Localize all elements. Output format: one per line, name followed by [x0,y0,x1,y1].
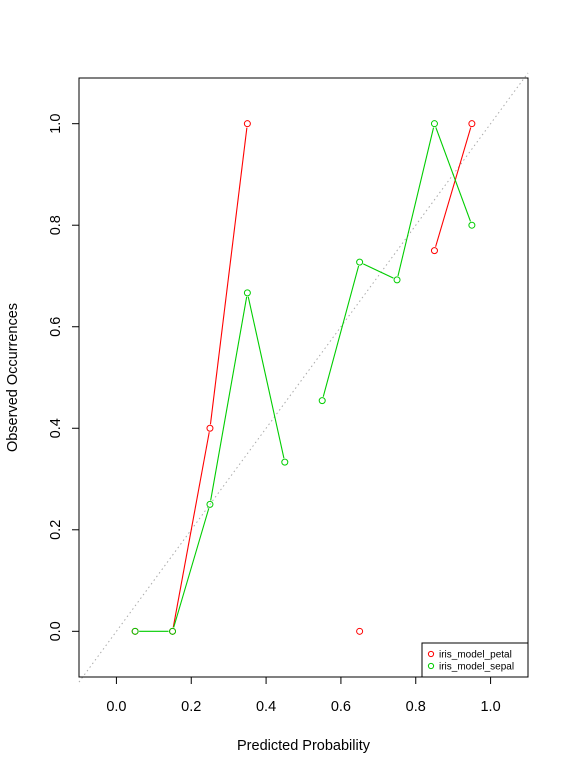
data-point [430,120,438,128]
data-point [131,627,139,635]
series-layer [131,120,476,635]
y-tick-label: 0.4 [48,418,64,438]
series-line-segment [397,127,435,277]
x-tick-label: 0.8 [406,699,426,715]
series-line-segment [435,127,472,247]
legend-label: iris_model_petal [439,650,512,661]
x-axis-label: Predicted Probability [237,738,371,754]
y-tick-label: 1.0 [48,114,64,134]
series-line-segment [435,127,472,222]
legend-marker [427,650,435,658]
x-tick-label: 0.6 [331,699,351,715]
data-point [430,247,438,255]
series-line-segment [247,296,285,459]
x-tick-label: 0.0 [106,699,126,715]
y-tick-label: 0.0 [48,621,64,641]
data-point [393,276,401,284]
data-point [468,120,476,128]
data-point [356,627,364,635]
series-line-segment [172,432,210,628]
reference-diagonal-line [78,72,529,683]
data-point [468,221,476,229]
x-tick-label: 0.4 [256,699,276,715]
x-tick-label: 0.2 [181,699,201,715]
reference-layer [78,72,529,683]
series-line-segment [322,265,360,397]
y-tick-label: 0.6 [48,317,64,337]
data-point [206,500,214,508]
series-line-segment [173,508,210,628]
x-tick-label: 1.0 [480,699,500,715]
data-point [206,424,214,432]
data-point [318,397,326,405]
data-point [169,627,177,635]
y-tick-label: 0.2 [48,520,64,540]
data-point [356,258,364,266]
data-point [243,120,251,128]
legend-box [421,642,529,678]
y-axis-label: Observed Occurrences [5,303,21,452]
series-line-segment [209,127,248,425]
legend-label: iris_model_sepal [439,662,514,673]
series-line-segment [210,296,248,501]
data-point [243,289,251,297]
series-iris_model_sepal [131,120,476,635]
y-tick-label: 0.8 [48,215,64,235]
axis-layer: 0.0 0.2 0.4 0.6 0.8 1.0 0.0 0.2 0.4 0.6 0.8 1.0 [48,114,501,715]
series-line-segment [363,263,394,279]
legend-marker [427,662,435,670]
data-point [281,458,289,466]
